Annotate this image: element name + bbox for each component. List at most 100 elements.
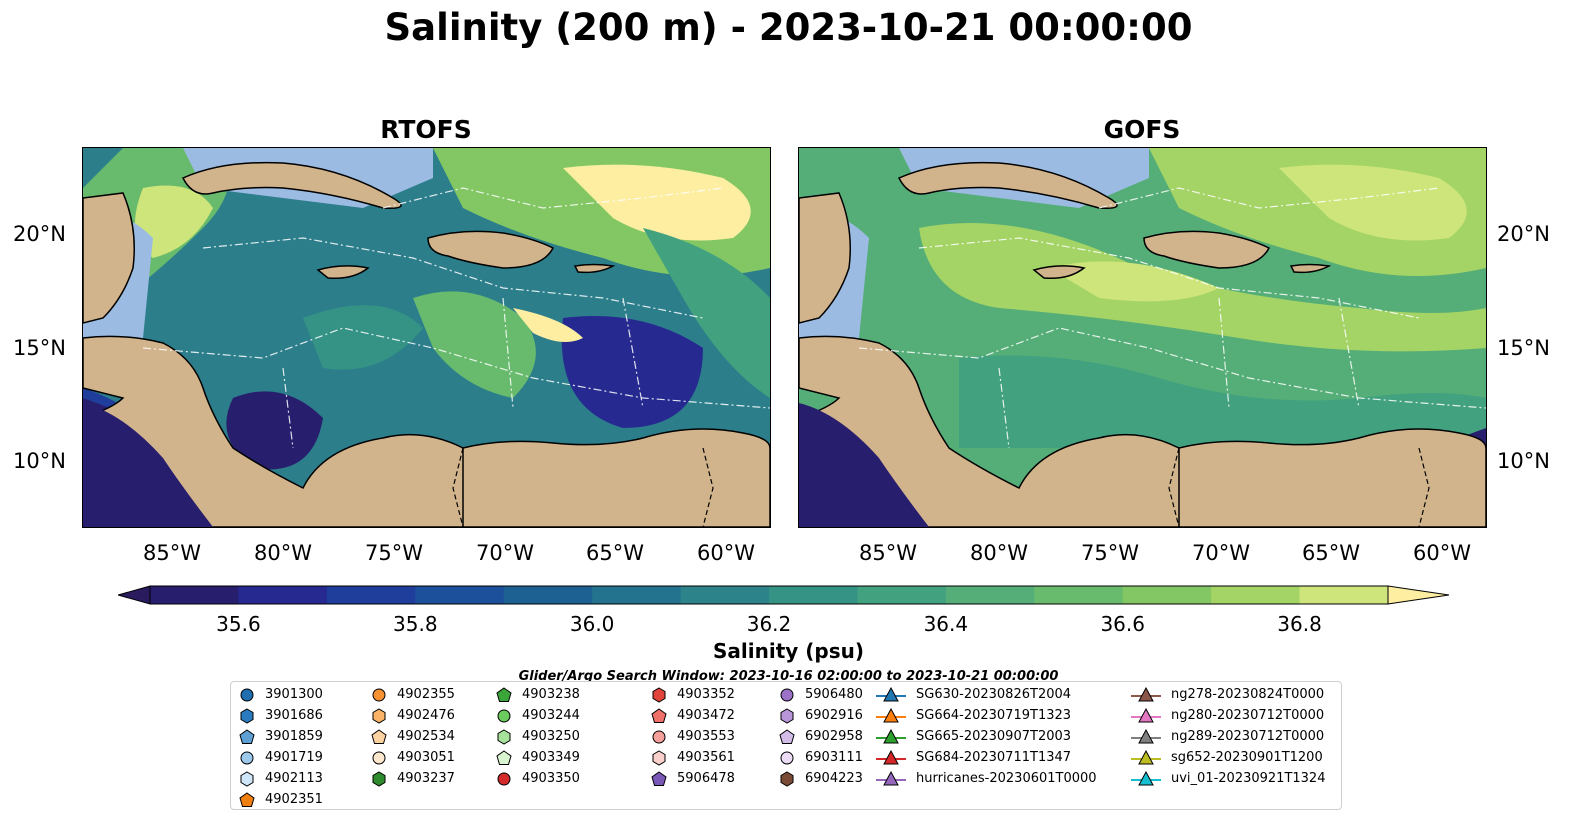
legend-item-label: 4903349: [522, 750, 580, 765]
colorbar-tick-label: 35.6: [216, 612, 261, 636]
legend-item-label: 4903238: [522, 687, 580, 702]
triangle-marker-icon: [876, 728, 906, 743]
lon-label-85w: 85°W: [143, 541, 201, 565]
legend-item-label: 6903111: [805, 750, 863, 765]
legend-item: uvi_01-20230921T1324: [1131, 768, 1325, 789]
legend-item: 4903051: [371, 747, 455, 768]
gofs-map: [798, 147, 1487, 528]
legend-item-label: 4902351: [265, 792, 323, 807]
lon-label-75w: 75°W: [1081, 541, 1139, 565]
colorbar-segment: [415, 586, 505, 604]
legend-item-label: 4903553: [677, 729, 735, 744]
colorbar-segment: [326, 586, 416, 604]
lon-label-60w: 60°W: [697, 541, 755, 565]
legend-item-label: 4902355: [397, 687, 455, 702]
legend-item: 4902534: [371, 726, 455, 747]
panel-title-rtofs: RTOFS: [380, 115, 472, 144]
colorbar-tick-label: 36.6: [1100, 612, 1145, 636]
gofs-markers: [799, 148, 1486, 527]
legend-item: 4903352: [651, 684, 735, 705]
legend-item-label: 4903352: [677, 687, 735, 702]
triangle-marker-icon: [1131, 707, 1161, 722]
legend-item: 3901686: [239, 705, 323, 726]
circle-marker-icon: [780, 688, 794, 701]
pentagon-marker-icon: [651, 707, 667, 723]
legend-item: 6903111: [779, 747, 863, 768]
hexagon-marker-icon: [372, 770, 386, 787]
legend-item: 4902351: [239, 789, 323, 810]
legend-item: 4903237: [371, 768, 455, 789]
rtofs-map: [82, 147, 771, 528]
pentagon-marker-icon: [651, 770, 667, 786]
colorbar-segment: [945, 586, 1035, 604]
legend-item: 4903553: [651, 726, 735, 747]
colorbar-tick-label: 36.8: [1277, 612, 1322, 636]
legend-item: 4903250: [496, 726, 580, 747]
legend-item: 5906478: [651, 768, 735, 789]
colorbar-tick-label: 36.0: [569, 612, 615, 636]
lat-label-15n-left: 15°N: [13, 336, 66, 360]
lat-label-20n-right: 20°N: [1497, 222, 1550, 246]
hexagon-marker-icon: [652, 686, 666, 703]
pentagon-marker-icon: [496, 686, 512, 702]
legend-item-label: SG664-20230719T1323: [916, 708, 1072, 723]
triangle-marker-icon: [1131, 686, 1161, 701]
hexagon-marker-icon: [780, 770, 794, 787]
lon-label-80w: 80°W: [254, 541, 312, 565]
legend-item-label: 4903250: [522, 729, 580, 744]
legend-item: 6902958: [779, 726, 863, 747]
legend-item-label: SG684-20230711T1347: [916, 750, 1072, 765]
circle-marker-icon: [240, 751, 254, 764]
legend-item: 6902916: [779, 705, 863, 726]
legend-item-label: 4903561: [677, 750, 735, 765]
hexagon-marker-icon: [372, 707, 386, 724]
pentagon-marker-icon: [371, 728, 387, 744]
legend-item-label: uvi_01-20230921T1324: [1171, 771, 1326, 786]
legend-item: SG630-20230826T2004: [876, 684, 1071, 705]
colorbar-segment: [1122, 586, 1212, 604]
legend-item-label: ng278-20230824T0000: [1171, 687, 1325, 702]
legend: 3901300 3901686 3901859 4901719 4902113 49023…: [230, 681, 1342, 810]
lat-label-10n-left: 10°N: [13, 449, 66, 473]
figure-title: Salinity (200 m) - 2023-10-21 00:00:00: [384, 6, 1193, 49]
colorbar-segment: [1299, 586, 1389, 604]
colorbar-segment: [503, 586, 593, 604]
colorbar-segment: [1034, 586, 1124, 604]
legend-item-label: sg652-20230901T1200: [1171, 750, 1323, 765]
legend-item-label: 4903244: [522, 708, 580, 723]
legend-item-label: 3901300: [265, 687, 323, 702]
colorbar-segment: [680, 586, 770, 604]
legend-item: 4903561: [651, 747, 735, 768]
colorbar-tick-label: 36.2: [746, 612, 792, 636]
triangle-marker-icon: [1131, 749, 1161, 764]
lat-label-10n-right: 10°N: [1497, 449, 1550, 473]
lat-label-20n-left: 20°N: [13, 222, 66, 246]
legend-item-label: 6902916: [805, 708, 863, 723]
lon-label-70w: 70°W: [1192, 541, 1250, 565]
legend-item-label: 3901686: [265, 708, 323, 723]
lon-label-60w: 60°W: [1413, 541, 1471, 565]
legend-item: 4901719: [239, 747, 323, 768]
circle-marker-icon: [652, 730, 666, 743]
colorbar-over-arrow: [1387, 585, 1450, 605]
rtofs-markers: [83, 148, 770, 527]
triangle-marker-icon: [1131, 728, 1161, 743]
circle-marker-icon: [780, 751, 794, 764]
circle-marker-icon: [240, 688, 254, 701]
legend-item-label: SG630-20230826T2004: [916, 687, 1072, 702]
colorbar-segment: [1211, 586, 1301, 604]
legend-item-label: SG665-20230907T2003: [916, 729, 1072, 744]
legend-item: ng278-20230824T0000: [1131, 684, 1324, 705]
legend-item: hurricanes-20230601T0000: [876, 768, 1097, 789]
legend-item-label: hurricanes-20230601T0000: [916, 771, 1097, 786]
colorbar-segment: [857, 586, 947, 604]
legend-item: ng289-20230712T0000: [1131, 726, 1324, 747]
colorbar-under-arrow: [118, 585, 151, 605]
triangle-marker-icon: [876, 770, 906, 785]
circle-marker-icon: [372, 688, 386, 701]
lon-label-80w: 80°W: [970, 541, 1028, 565]
legend-item: sg652-20230901T1200: [1131, 747, 1323, 768]
triangle-marker-icon: [876, 686, 906, 701]
legend-item-label: 4903237: [397, 771, 455, 786]
lon-label-85w: 85°W: [859, 541, 917, 565]
